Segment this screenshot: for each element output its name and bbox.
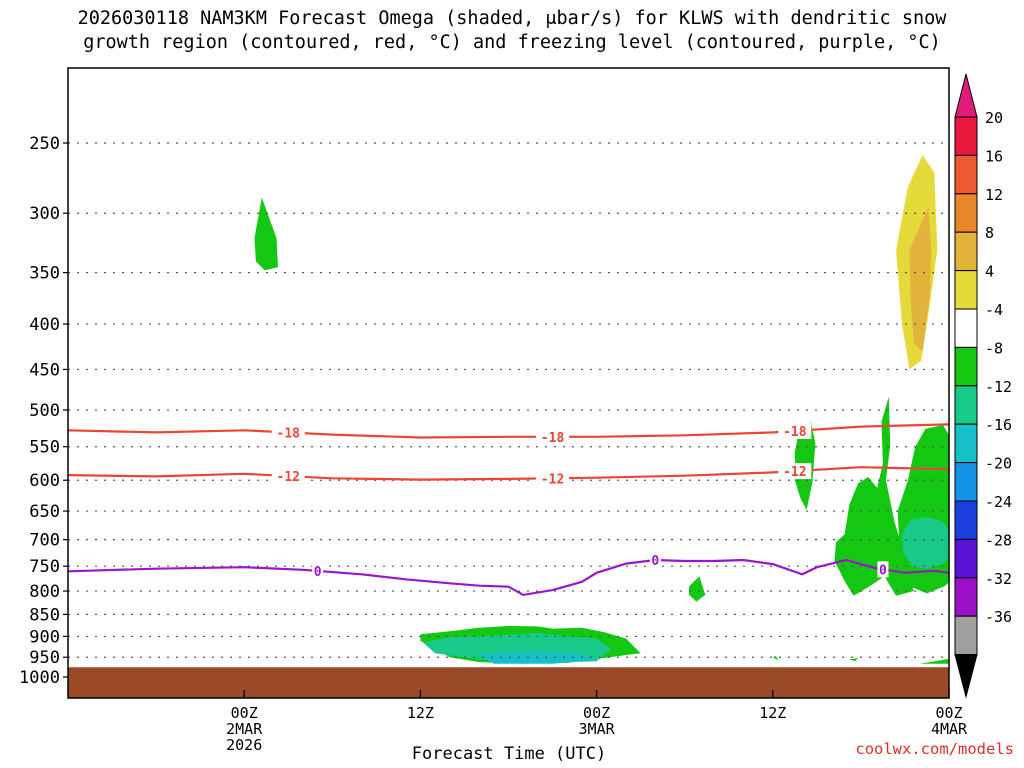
colorbar-label-13: -36 — [985, 608, 1012, 626]
colorbar-label-6: -8 — [985, 339, 1003, 357]
colorbar-swatch-12 — [954, 577, 978, 617]
x-tick-label-1-0: 12Z — [407, 704, 434, 722]
colorbar-label-1: 16 — [985, 147, 1003, 165]
y-tick-label-850: 850 — [29, 605, 60, 625]
x-axis-label: Forecast Time (UTC) — [411, 744, 607, 764]
terrain-fill — [68, 667, 949, 698]
x-tick-label-4-1: 4MAR — [931, 720, 968, 738]
colorbar-label-3: 8 — [985, 224, 994, 242]
colorbar-over-arrow — [954, 73, 978, 118]
contour-line-0 — [68, 558, 949, 597]
y-tick-label-250: 250 — [29, 134, 60, 154]
omega-shade-1 — [758, 609, 776, 617]
colorbar-swatch-9 — [954, 462, 978, 502]
colorbar-swatch-2 — [954, 193, 978, 233]
y-tick-label-950: 950 — [29, 648, 60, 668]
omega-shade-26 — [849, 658, 858, 662]
y-tick-label-550: 550 — [29, 438, 60, 458]
contour-label-bg-2-2 — [877, 561, 889, 578]
colorbar-swatch-10 — [954, 500, 978, 540]
contour-label-bg-2-1 — [649, 551, 661, 568]
contour-label-bg-0-0 — [271, 424, 305, 441]
omega-shade-5 — [755, 172, 795, 352]
x-tick-label-2-0: 00Z — [583, 704, 610, 722]
chart-title-line2: growth region (contoured, red, °C) and f… — [83, 32, 941, 53]
colorbar-label-4: 4 — [985, 263, 994, 281]
contour-label-0-1: -18 — [541, 431, 565, 446]
x-tick-label-3-0: 12Z — [759, 704, 786, 722]
omega-shade-11 — [846, 641, 873, 649]
colorbar-swatch-5 — [954, 308, 978, 348]
colorbar-swatch-1 — [954, 154, 978, 195]
colorbar-label-5: -4 — [985, 301, 1003, 319]
y-tick-label-450: 450 — [29, 360, 60, 380]
omega-shade-24 — [919, 658, 949, 664]
contour-label-2-2: 0 — [879, 563, 887, 578]
y-tick-label-800: 800 — [29, 582, 60, 602]
colorbar-label-2: 12 — [985, 186, 1003, 204]
omega-shade-22 — [986, 534, 1024, 661]
plot-frame — [67, 67, 950, 699]
y-tick-label-700: 700 — [29, 531, 60, 551]
colorbar-label-9: -20 — [985, 455, 1012, 473]
colorbar-swatch-7 — [954, 385, 978, 425]
colorbar-swatch-11 — [954, 538, 978, 579]
contour-label-0-2: -18 — [783, 425, 807, 440]
y-tick-label-1000: 1000 — [19, 668, 60, 688]
colorbar-label-10: -24 — [985, 493, 1012, 511]
omega-shade-19 — [834, 396, 914, 596]
contour-label-bg-2-0 — [312, 562, 324, 579]
colorbar-label-0: 20 — [985, 109, 1003, 127]
contour-label-bg-0-1 — [536, 428, 570, 445]
colorbar-label-11: -28 — [985, 531, 1012, 549]
x-tick-label-0-2: 2026 — [226, 736, 262, 754]
colorbar-swatch-0 — [954, 116, 978, 156]
x-tick-label-0-0: 00Z — [231, 704, 258, 722]
chart-title-line1: 2026030118 NAM3KM Forecast Omega (shaded… — [77, 8, 947, 29]
contour-label-bg-1-0 — [271, 468, 305, 485]
colorbar-swatch-13 — [954, 615, 978, 656]
contour-label-1-1: -12 — [541, 472, 564, 487]
y-tick-label-500: 500 — [29, 401, 60, 421]
contour-label-bg-0-2 — [778, 422, 812, 439]
site-credit: coolwx.com/models — [855, 740, 1014, 758]
omega-shade-6 — [786, 179, 795, 226]
y-tick-label-600: 600 — [29, 471, 60, 491]
y-tick-label-900: 900 — [29, 627, 60, 647]
omega-shade-4 — [718, 107, 753, 300]
contour-label-0-0: -18 — [277, 426, 301, 441]
contour-label-2-0: 0 — [314, 565, 322, 580]
omega-shade-3 — [678, 110, 694, 273]
colorbar-swatch-8 — [954, 423, 978, 464]
omega-shade-9 — [909, 206, 932, 352]
colorbar-swatch-6 — [954, 346, 978, 387]
omega-shade-12 — [254, 197, 278, 271]
x-tick-label-4-0: 00Z — [935, 704, 962, 722]
colorbar-swatch-3 — [954, 231, 978, 272]
y-tick-label-350: 350 — [29, 264, 60, 284]
x-tick-label-0-1: 2MAR — [226, 720, 263, 738]
y-tick-label-750: 750 — [29, 557, 60, 577]
colorbar-label-12: -32 — [985, 570, 1012, 588]
y-tick-label-400: 400 — [29, 315, 60, 335]
omega-shade-16 — [772, 656, 779, 661]
omega-shade-17 — [689, 576, 706, 602]
x-tick-label-2-1: 3MAR — [579, 720, 616, 738]
colorbar-under-arrow — [954, 654, 978, 699]
omega-shade-2 — [643, 213, 688, 378]
y-tick-label-650: 650 — [29, 502, 60, 522]
omega-shade-0 — [116, 639, 179, 647]
contour-label-1-2: -12 — [783, 465, 806, 480]
colorbar-label-7: -12 — [985, 378, 1012, 396]
omega-shade-21 — [902, 516, 949, 569]
contour-label-bg-1-2 — [778, 463, 812, 480]
colorbar-swatch-4 — [954, 270, 978, 310]
y-tick-label-300: 300 — [29, 204, 60, 224]
contour-label-1-0: -12 — [277, 470, 300, 485]
contour-label-2-1: 0 — [651, 554, 659, 569]
contour-label-bg-1-1 — [536, 470, 570, 487]
colorbar-label-8: -16 — [985, 416, 1012, 434]
